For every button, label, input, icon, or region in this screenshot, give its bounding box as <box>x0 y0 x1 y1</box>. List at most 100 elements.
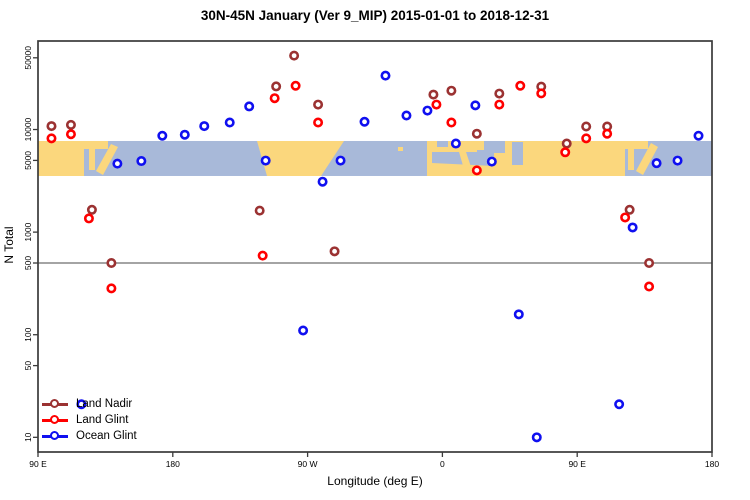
data-point-land-nadir <box>428 89 439 100</box>
chart-title: 30N-45N January (Ver 9_MIP) 2015-01-01 t… <box>200 8 550 23</box>
data-point-land-glint <box>446 117 457 128</box>
legend-label: Land Glint <box>76 414 129 426</box>
data-point-ocean-glint <box>614 399 625 410</box>
data-point-land-glint <box>602 128 613 139</box>
data-point-ocean-glint <box>486 156 497 167</box>
data-point-land-nadir <box>86 204 97 215</box>
data-point-ocean-glint <box>380 70 391 81</box>
ocean-glint-marker-icon <box>42 431 68 441</box>
legend-label: Land Nadir <box>76 398 133 410</box>
map-land <box>398 147 403 151</box>
data-point-ocean-glint <box>470 100 481 111</box>
data-point-ocean-glint <box>112 158 123 169</box>
data-point-land-nadir <box>471 128 482 139</box>
data-point-ocean-glint <box>298 325 309 336</box>
data-point-land-glint <box>269 93 280 104</box>
data-point-ocean-glint <box>513 309 524 320</box>
x-tick-label: 90 E <box>29 459 47 469</box>
map-sea <box>437 141 448 147</box>
x-tick-label: 180 <box>166 459 180 469</box>
map-land <box>89 149 95 170</box>
y-tick-label: 10 <box>23 432 33 442</box>
data-point-ocean-glint <box>335 155 346 166</box>
data-point-land-glint <box>581 133 592 144</box>
data-point-land-nadir <box>644 258 655 269</box>
map-land-italy <box>459 152 471 169</box>
data-point-land-glint <box>471 165 482 176</box>
data-point-land-nadir <box>106 258 117 269</box>
legend-label: Ocean Glint <box>76 430 137 442</box>
y-tick-label: 50000 <box>23 46 33 70</box>
plot-box <box>37 40 713 453</box>
land-glint-marker-icon <box>42 415 68 425</box>
map-land <box>257 141 344 176</box>
data-point-land-nadir <box>446 85 457 96</box>
data-point-land-glint <box>431 99 442 110</box>
data-point-ocean-glint <box>450 138 461 149</box>
data-point-land-glint <box>644 281 655 292</box>
data-point-land-glint <box>494 99 505 110</box>
data-point-land-nadir <box>271 81 282 92</box>
data-point-ocean-glint <box>359 116 370 127</box>
map-land <box>38 141 84 176</box>
data-point-ocean-glint <box>627 222 638 233</box>
x-tick-label: 0 <box>440 459 445 469</box>
data-point-land-glint <box>65 129 76 140</box>
data-point-land-nadir <box>581 121 592 132</box>
data-point-ocean-glint <box>651 158 662 169</box>
data-point-ocean-glint <box>179 129 190 140</box>
data-point-ocean-glint <box>157 130 168 141</box>
data-point-land-glint <box>560 147 571 158</box>
data-point-ocean-glint <box>260 155 271 166</box>
y-tick-label: 5000 <box>23 151 33 170</box>
data-point-ocean-glint <box>199 121 210 132</box>
data-point-land-glint <box>106 283 117 294</box>
y-axis-label: N Total <box>2 226 16 264</box>
data-point-ocean-glint <box>531 432 542 443</box>
data-point-land-glint <box>257 250 268 261</box>
x-axis-label: Longitude (deg E) <box>327 474 423 488</box>
x-tick-label: 90 W <box>298 459 318 469</box>
y-tick-label: 100 <box>23 327 33 341</box>
data-point-land-glint <box>83 213 94 224</box>
map-land <box>625 141 648 149</box>
map-sea <box>477 150 484 163</box>
y-tick-label: 500 <box>23 256 33 270</box>
data-point-land-nadir <box>65 119 76 130</box>
map-land <box>96 144 118 175</box>
legend-item-land-glint: Land Glint <box>42 412 137 428</box>
legend: Land Nadir Land Glint Ocean Glint <box>42 396 137 444</box>
y-tick-label: 1000 <box>23 222 33 241</box>
data-point-land-nadir <box>313 99 324 110</box>
map-sea <box>484 141 505 153</box>
data-point-ocean-glint <box>401 110 412 121</box>
data-point-land-glint <box>515 80 526 91</box>
y-tick-label: 10000 <box>23 117 33 141</box>
x-tick-label: 180 <box>705 459 719 469</box>
data-point-land-nadir <box>289 50 300 61</box>
legend-item-land-nadir: Land Nadir <box>42 396 137 412</box>
data-point-ocean-glint <box>244 101 255 112</box>
data-point-ocean-glint <box>422 105 433 116</box>
data-point-land-glint <box>290 80 301 91</box>
data-point-ocean-glint <box>76 399 87 410</box>
land-nadir-marker-icon <box>42 399 68 409</box>
x-tick-label: 90 E <box>568 459 586 469</box>
data-point-land-nadir <box>624 204 635 215</box>
data-point-land-nadir <box>561 138 572 149</box>
data-point-ocean-glint <box>693 130 704 141</box>
y-tick-label: 50 <box>23 361 33 371</box>
data-point-ocean-glint <box>317 176 328 187</box>
data-point-land-glint <box>313 117 324 128</box>
data-point-land-glint <box>620 212 631 223</box>
data-point-land-glint <box>46 133 57 144</box>
data-point-ocean-glint <box>672 155 683 166</box>
map-land <box>628 149 634 170</box>
data-point-ocean-glint <box>224 117 235 128</box>
data-point-land-nadir <box>254 205 265 216</box>
map-land <box>636 143 658 175</box>
data-point-land-nadir <box>329 246 340 257</box>
data-point-land-nadir <box>46 121 57 132</box>
